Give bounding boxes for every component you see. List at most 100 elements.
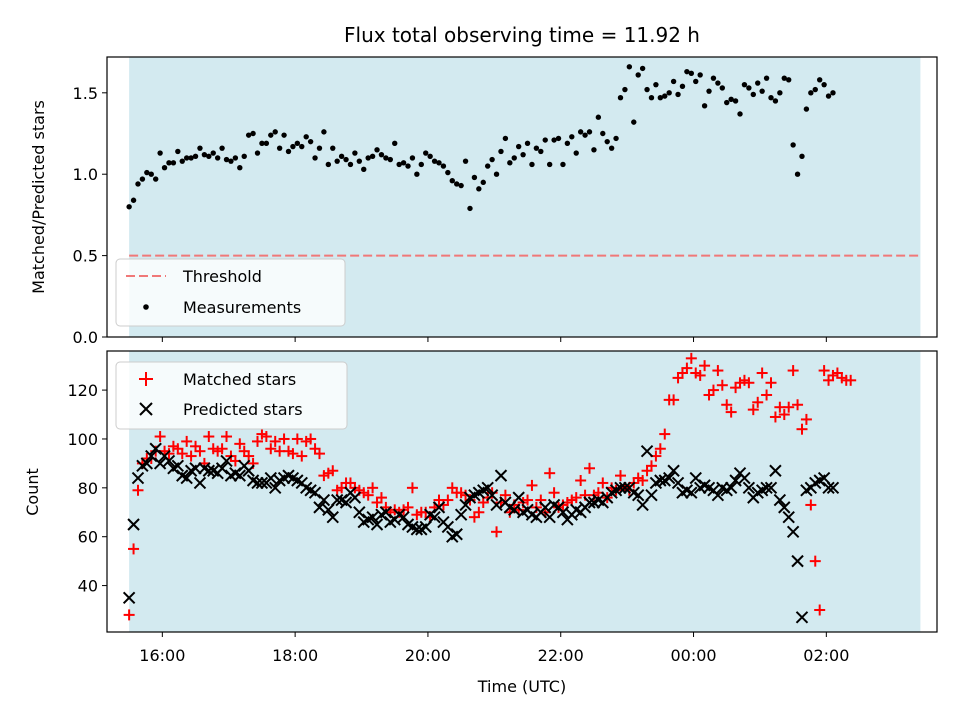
- measurement-point: [719, 85, 726, 91]
- measurement-point: [777, 90, 783, 96]
- predicted-star-point: [353, 506, 366, 519]
- measurement-point: [529, 161, 535, 168]
- measurement-point: [334, 158, 340, 164]
- measurement-point: [427, 153, 433, 160]
- measurement-point: [290, 143, 296, 150]
- measurement-point: [515, 143, 522, 150]
- measurement-point: [825, 93, 832, 99]
- predicted-star-point: [485, 488, 499, 502]
- matched-star-point: [181, 435, 193, 447]
- measurement-point: [440, 163, 447, 169]
- matched-star-point: [491, 526, 503, 538]
- ratio-plot-frame: [106, 56, 938, 338]
- ratio-y-tick-label: 0.0: [73, 328, 98, 347]
- measurement-point: [582, 132, 588, 138]
- matched-star-point: [499, 489, 511, 501]
- measurement-point: [666, 90, 672, 96]
- matched-star-point: [522, 494, 534, 506]
- predicted-star-point: [149, 442, 162, 455]
- measurement-point: [387, 156, 394, 163]
- predicted-star-point: [729, 474, 742, 487]
- predicted-star-point: [556, 506, 570, 519]
- measurement-point: [219, 145, 225, 151]
- predicted-star-point: [724, 481, 738, 495]
- measurement-point: [675, 91, 681, 98]
- measurement-point: [126, 204, 132, 210]
- matched-star-point: [637, 475, 649, 487]
- matched-star-point: [721, 399, 733, 411]
- measurement-point: [157, 150, 163, 156]
- predicted-star-point: [543, 510, 556, 524]
- matched-star-point: [707, 384, 719, 396]
- predicted-star-point: [764, 481, 778, 495]
- measurement-point: [321, 129, 327, 135]
- predicted-star-point: [791, 554, 804, 568]
- measurement-point: [316, 145, 323, 151]
- measurement-point: [546, 161, 553, 168]
- matched-star-point: [654, 443, 666, 455]
- predicted-star-point: [428, 510, 441, 524]
- matched-star-point: [526, 479, 538, 491]
- measurement-point: [608, 145, 615, 151]
- count-y-tick-label: 100: [67, 430, 98, 449]
- measurement-point: [263, 140, 270, 146]
- measurement-point: [808, 90, 814, 96]
- measurement-point: [152, 176, 159, 182]
- measurement-point: [577, 129, 584, 135]
- measurement-point: [715, 80, 721, 86]
- ratio-y-tick-label: 1.0: [73, 165, 98, 184]
- count-panel: 40 60 80 100 120 16:00 18:00 20:00 22:00 00:00 02…: [23, 350, 938, 696]
- measurement-point: [405, 163, 411, 169]
- measurement-point: [325, 161, 332, 168]
- ratio-legend-box: [115, 258, 346, 327]
- predicted-star-point: [508, 503, 521, 517]
- measurements-legend-label: Measurements: [183, 298, 301, 317]
- predicted-star-point: [233, 469, 247, 482]
- matched-star-point: [473, 506, 485, 518]
- predicted-star-point: [370, 518, 384, 531]
- measurement-point: [392, 140, 398, 146]
- matched-star-point: [778, 409, 790, 421]
- predicted-star-point: [614, 481, 627, 495]
- matched-star-point: [597, 477, 609, 489]
- ratio-x-ticks: [161, 337, 827, 342]
- predicted-star-point: [760, 481, 773, 495]
- measurement-point: [299, 143, 305, 150]
- measurement-point: [356, 158, 363, 164]
- matched-star-point: [327, 465, 339, 477]
- matched-star-point: [442, 494, 454, 506]
- measurement-point: [617, 94, 624, 101]
- predicted-star-point: [189, 462, 202, 475]
- measurement-point: [414, 171, 420, 177]
- predicted-star-point: [490, 498, 503, 512]
- measurements-legend-swatch: [143, 304, 149, 310]
- measurement-point: [781, 75, 787, 81]
- measurement-point: [307, 138, 314, 145]
- count-x-tick-label: 20:00: [405, 646, 451, 665]
- measurement-point: [285, 148, 292, 155]
- predicted-legend-label: Predicted stars: [183, 400, 303, 419]
- predicted-star-point: [817, 471, 831, 485]
- predicted-star-point: [711, 488, 725, 502]
- measurement-point: [688, 70, 695, 76]
- ratio-panel: 0.0 0.5 1.0 1.5 Flux total observing time =…: [29, 23, 938, 347]
- matched-star-point: [796, 423, 808, 435]
- predicted-star-point: [583, 496, 596, 509]
- matched-star-point: [221, 431, 233, 443]
- measurement-point: [662, 93, 668, 99]
- predicted-star-point: [738, 471, 751, 485]
- measurement-point: [409, 155, 416, 161]
- measurement-point: [206, 153, 212, 160]
- measurement-point: [679, 83, 686, 90]
- matched-star-point: [291, 433, 303, 445]
- predicted-star-point: [795, 611, 809, 624]
- matched-star-point: [252, 435, 264, 447]
- measurement-point: [223, 156, 230, 163]
- matched-star-point: [712, 365, 724, 377]
- matched-star-point: [747, 404, 759, 416]
- predicted-star-point: [742, 481, 756, 495]
- measurement-point: [626, 64, 633, 70]
- predicted-star-point: [662, 471, 676, 485]
- predicted-star-point: [685, 486, 698, 499]
- matched-star-point: [203, 431, 215, 443]
